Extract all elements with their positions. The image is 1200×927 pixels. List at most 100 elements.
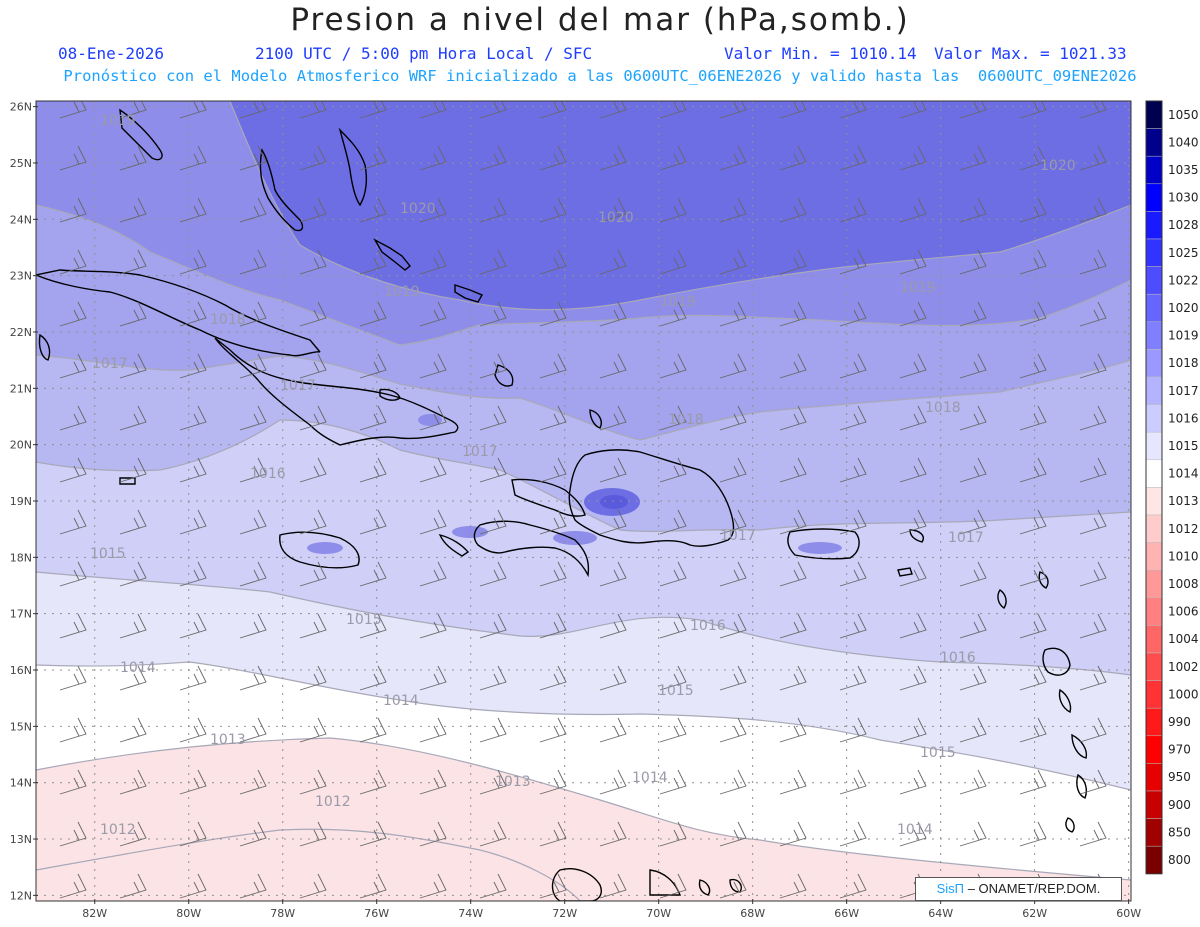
lat-label: 24N [10,213,32,226]
wind-barb [1019,145,1047,171]
colorbar-swatch [1145,487,1163,516]
wind-barb [1079,353,1107,379]
contour-label: 1018 [925,400,961,416]
wind-barb [659,769,687,795]
wind-barb [959,249,987,275]
colorbar-label: 990 [1168,715,1191,729]
wind-barb [899,613,927,639]
contour-label: 1019 [900,280,936,296]
wind-barb [179,561,207,587]
wind-barb [779,457,807,483]
wind-barb [779,197,807,223]
contour-label: 1016 [690,618,726,634]
credit-text: – ONAMET/REP.DOM. [964,881,1101,896]
contour-label: 1013 [495,774,531,790]
contour-label: 1018 [668,412,704,428]
wind-barb [1079,769,1107,795]
forecast-time: 2100 UTC / 5:00 pm Hora Local / SFC [255,44,593,63]
wind-barb [239,613,267,639]
lat-label: 15N [10,720,32,733]
wind-barb [59,197,87,223]
wind-barb [779,561,807,587]
wind-barb [539,665,567,691]
wind-barb [779,145,807,171]
wind-barb [719,197,747,223]
wind-barb [59,613,87,639]
wind-barb [119,873,147,899]
wind-barb [299,145,327,171]
wind-barb [59,561,87,587]
wind-barb [959,509,987,535]
contour-label: 1016 [250,466,286,482]
colorbar-swatch [1145,569,1163,599]
wind-barb [839,769,867,795]
wind-barb [899,717,927,743]
wind-barb [239,821,267,847]
wind-barb [659,301,687,327]
wind-barb [419,561,447,587]
colorbar-swatch [1145,818,1163,847]
wind-barb [419,301,447,327]
colorbar-swatch [1145,845,1163,875]
wind-barb [179,665,207,691]
wind-barb [1019,821,1047,847]
colorbar-swatch [1145,238,1163,267]
contour-label: 1017 [948,530,984,546]
wind-barb [899,821,927,847]
wind-barb [1079,101,1107,119]
colorbar-label: 1014 [1168,467,1199,481]
wind-barb [539,353,567,379]
wind-barb [539,561,567,587]
wind-barb [479,249,507,275]
colorbar-swatch [1145,349,1163,378]
wind-barb [119,405,147,431]
wind-barb [359,301,387,327]
wind-barb [1079,665,1107,691]
wind-barb [659,873,687,899]
wind-barb [359,821,387,847]
colorbar-label: 1035 [1168,163,1199,177]
contour-label: 1014 [383,693,419,709]
wind-barb [599,197,627,223]
wind-barb [719,145,747,171]
contour-label: 1017 [462,444,498,460]
contour-label: 1019 [100,113,136,129]
colorbar-label: 1030 [1168,191,1199,205]
wind-barb [659,145,687,171]
wind-barb [839,561,867,587]
colorbar-label: 1004 [1168,632,1199,646]
wind-barb [779,101,807,119]
wind-barb [119,821,147,847]
min-value: Valor Min. = 1010.14 [724,44,917,63]
wind-barbs [59,101,1107,899]
wind-barb [539,405,567,431]
wind-barb [299,353,327,379]
wind-barb [659,821,687,847]
wind-barb [479,665,507,691]
colorbar-swatch [1145,431,1163,461]
wind-barb [1079,197,1107,223]
wind-barb [59,145,87,171]
wind-barb [419,665,447,691]
wind-barb [539,821,567,847]
wind-barb [599,821,627,847]
colorbar-label: 800 [1168,853,1191,867]
wind-barb [599,301,627,327]
colorbar-label: 1040 [1168,135,1199,149]
wind-barb [299,405,327,431]
wind-barb [179,821,207,847]
wind-barb [359,353,387,379]
wind-barb [179,353,207,379]
contour-label: 1015 [658,683,694,699]
wind-barb [299,301,327,327]
wind-barb [599,769,627,795]
wind-barb [899,769,927,795]
colorbar-swatch [1145,735,1163,764]
wind-barb [959,769,987,795]
wind-barb [179,509,207,535]
wind-barb [659,561,687,587]
wind-barb [1019,249,1047,275]
wind-barb [959,717,987,743]
colorbar-label: 1000 [1168,687,1199,701]
wind-barb [899,301,927,327]
